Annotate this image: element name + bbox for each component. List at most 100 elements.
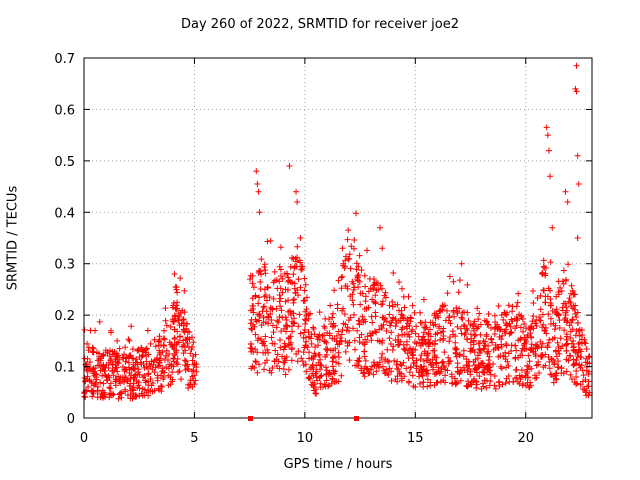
- data-point: [433, 360, 440, 367]
- data-point: [491, 373, 498, 380]
- data-point: [145, 378, 152, 385]
- data-point: [292, 289, 299, 296]
- data-point: [276, 313, 283, 320]
- data-point: [165, 365, 172, 372]
- data-point: [350, 286, 357, 293]
- data-point: [361, 373, 368, 380]
- data-point: [572, 348, 579, 355]
- data-point: [339, 326, 346, 333]
- data-point: [555, 358, 562, 365]
- data-point: [408, 349, 415, 356]
- data-point: [270, 295, 277, 302]
- data-point: [298, 355, 305, 362]
- data-point: [552, 309, 559, 316]
- data-point: [92, 381, 99, 388]
- data-point: [509, 308, 516, 315]
- data-point: [107, 391, 114, 398]
- data-point: [352, 210, 359, 217]
- data-point: [149, 388, 156, 395]
- data-point: [261, 366, 268, 373]
- data-point: [149, 366, 156, 373]
- data-point: [444, 367, 451, 374]
- data-point: [89, 366, 96, 373]
- data-point: [545, 311, 552, 318]
- data-point: [315, 359, 322, 366]
- data-gap-marker: [247, 416, 253, 421]
- data-point: [111, 348, 118, 355]
- data-point: [413, 323, 420, 330]
- data-point: [317, 373, 324, 380]
- data-point: [454, 310, 461, 317]
- data-point: [541, 287, 548, 294]
- data-point: [104, 376, 111, 383]
- data-point: [329, 358, 336, 365]
- data-point: [180, 316, 187, 323]
- y-tick-label: 0.5: [54, 155, 75, 170]
- data-point: [310, 326, 317, 333]
- data-point: [431, 352, 438, 359]
- x-tick-label: 15: [407, 431, 424, 446]
- data-point: [410, 346, 417, 353]
- data-point: [416, 380, 423, 387]
- data-point: [440, 377, 447, 384]
- data-point: [312, 390, 319, 397]
- data-point: [480, 383, 487, 390]
- data-point: [413, 357, 420, 364]
- data-point: [126, 369, 133, 376]
- data-point: [159, 365, 166, 372]
- data-point: [166, 350, 173, 357]
- data-point: [118, 389, 125, 396]
- data-point: [426, 326, 433, 333]
- data-point: [382, 356, 389, 363]
- data-point: [181, 309, 188, 316]
- data-point: [432, 315, 439, 322]
- data-point: [572, 85, 579, 92]
- data-point: [342, 348, 349, 355]
- y-tick-label: 0.1: [54, 361, 75, 376]
- data-point: [313, 374, 320, 381]
- data-point: [351, 237, 358, 244]
- data-point: [82, 394, 89, 401]
- data-point: [318, 372, 325, 379]
- data-point: [507, 323, 514, 330]
- data-point: [397, 317, 404, 324]
- data-point: [187, 377, 194, 384]
- data-point: [475, 316, 482, 323]
- data-point: [412, 384, 419, 391]
- data-point: [250, 321, 257, 328]
- data-point: [441, 349, 448, 356]
- data-point: [247, 276, 254, 283]
- data-point: [257, 279, 264, 286]
- data-point: [340, 320, 347, 327]
- data-point: [293, 351, 300, 358]
- data-point: [399, 314, 406, 321]
- data-point: [333, 359, 340, 366]
- data-point: [299, 358, 306, 365]
- data-point: [409, 372, 416, 379]
- data-point: [445, 354, 452, 361]
- data-point: [297, 235, 304, 241]
- data-point: [554, 339, 561, 346]
- data-point: [440, 335, 447, 342]
- data-point: [374, 337, 381, 344]
- data-point: [338, 331, 345, 338]
- data-point: [131, 365, 138, 372]
- data-point: [253, 168, 260, 175]
- data-point: [577, 381, 584, 388]
- data-point: [341, 311, 348, 318]
- data-point: [344, 324, 351, 331]
- data-point: [102, 371, 109, 378]
- data-point: [279, 289, 286, 296]
- data-point: [184, 363, 191, 370]
- data-point: [565, 261, 572, 268]
- data-point: [547, 302, 554, 309]
- data-point: [289, 279, 296, 286]
- data-point: [289, 328, 296, 335]
- data-point: [417, 309, 424, 316]
- data-point: [432, 331, 439, 338]
- data-point: [458, 314, 465, 321]
- data-point: [570, 291, 577, 298]
- data-point: [465, 365, 472, 372]
- data-point: [432, 337, 439, 344]
- data-point: [99, 372, 106, 379]
